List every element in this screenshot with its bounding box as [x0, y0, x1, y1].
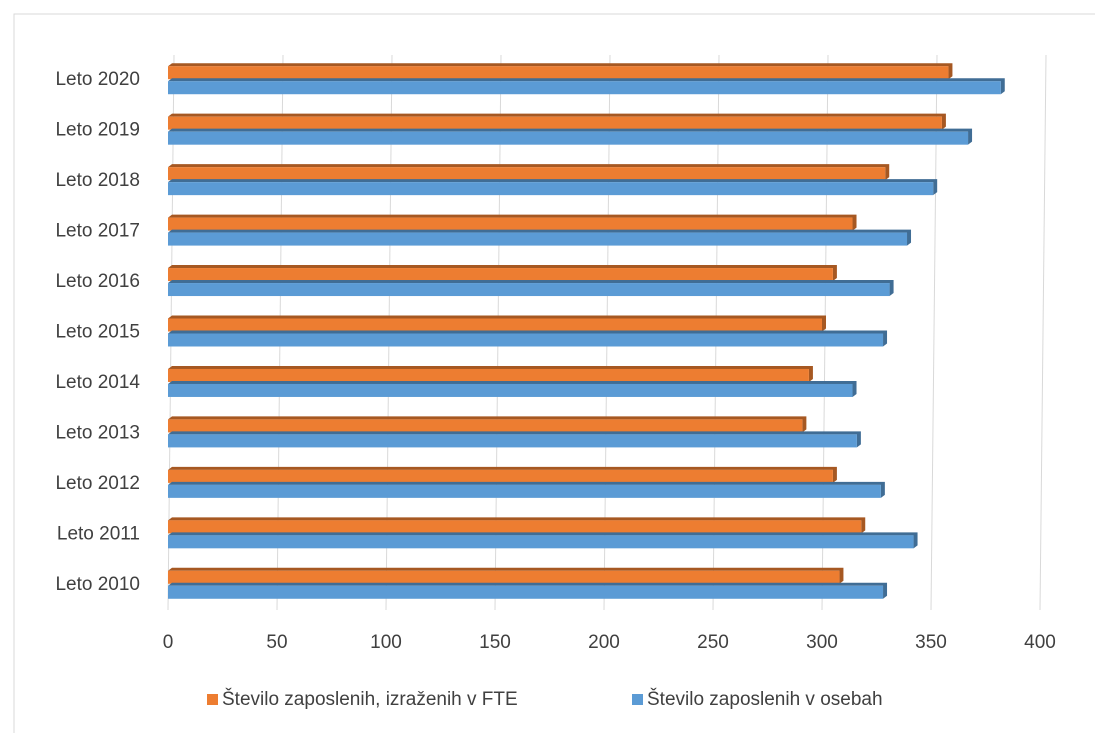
bar [168, 131, 969, 145]
bar-depth [168, 330, 888, 347]
bar-depth [168, 113, 946, 130]
x-tick-label: 300 [806, 632, 838, 653]
bar-depth [168, 466, 837, 483]
bar-depth [168, 78, 1005, 95]
x-tick-label: 100 [370, 632, 402, 653]
legend-label: Število zaposlenih v osebah [647, 688, 883, 710]
bar [168, 570, 840, 584]
legend-swatch [207, 694, 218, 705]
bar-depth [168, 63, 953, 80]
bar-depth [168, 315, 826, 332]
bar [168, 283, 890, 297]
bar [168, 116, 942, 130]
bar [168, 585, 884, 599]
bar [168, 469, 833, 483]
bar-depth [168, 380, 857, 397]
bar-depth [168, 481, 885, 498]
bar [168, 318, 822, 332]
bar [168, 368, 809, 382]
bar-depth [168, 431, 861, 448]
bar-depth [168, 164, 890, 181]
y-tick-label: Leto 2019 [55, 120, 140, 141]
bar [168, 383, 853, 397]
y-tick-label: Leto 2018 [55, 170, 140, 191]
legend-label: Število zaposlenih, izraženih v FTE [222, 688, 518, 710]
x-tick-label: 250 [697, 632, 729, 653]
y-tick-label: Leto 2015 [55, 322, 140, 343]
bar-depth [168, 567, 844, 584]
x-tick-label: 350 [915, 632, 947, 653]
y-tick-label: Leto 2016 [55, 271, 140, 292]
y-tick-label: Leto 2020 [55, 69, 140, 90]
y-tick-label: Leto 2012 [55, 473, 140, 494]
bar-depth [168, 517, 866, 534]
y-tick-label: Leto 2010 [55, 574, 140, 595]
y-tick-label: Leto 2017 [55, 221, 140, 242]
bar-depth [168, 416, 807, 433]
bar [168, 167, 886, 181]
bar [168, 182, 934, 196]
bar-depth [168, 128, 973, 145]
bar-depth [168, 265, 837, 282]
bar-depth [168, 179, 938, 196]
y-tick-label: Leto 2011 [57, 523, 140, 544]
bar-depth [168, 365, 813, 382]
bar [168, 333, 884, 347]
bar [168, 66, 949, 80]
x-tick-label: 400 [1024, 632, 1056, 653]
x-tick-label: 50 [266, 632, 287, 653]
bar [168, 484, 881, 498]
y-tick-label: Leto 2014 [55, 372, 140, 393]
grid-line [1039, 54, 1047, 611]
bar-depth [168, 280, 894, 297]
bar [168, 419, 803, 433]
bar-depth [168, 532, 918, 549]
bar [168, 535, 914, 549]
bar [168, 434, 857, 448]
bar-depth [168, 214, 857, 231]
x-tick-label: 150 [479, 632, 511, 653]
legend-swatch [632, 694, 643, 705]
bar-depth [168, 582, 888, 599]
bar [168, 520, 862, 534]
grid-line [930, 54, 938, 611]
bar-depth [168, 229, 912, 246]
bar [168, 81, 1001, 95]
x-tick-label: 0 [163, 632, 174, 653]
bar [168, 217, 853, 231]
bar [168, 232, 908, 246]
y-tick-label: Leto 2013 [55, 422, 140, 443]
bar [168, 268, 833, 282]
x-tick-label: 200 [588, 632, 620, 653]
